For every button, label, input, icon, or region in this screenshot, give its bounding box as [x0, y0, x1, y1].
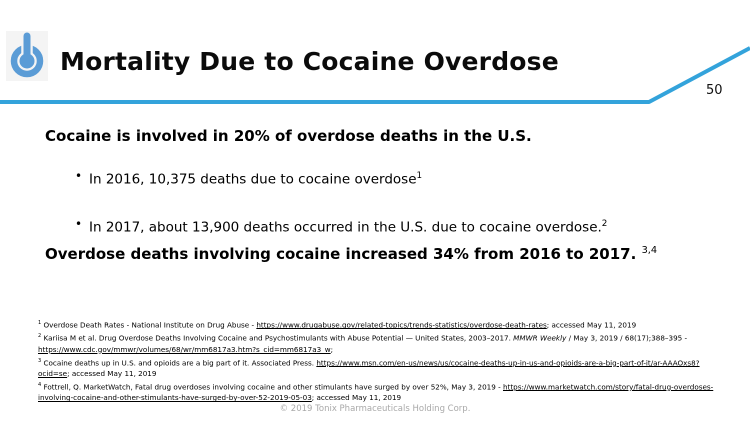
footnote-item: 1 Overdose Death Rates - National Instit…	[38, 318, 720, 331]
footnote-marker: 1	[38, 320, 42, 326]
conclusion-superscript: 3,4	[641, 245, 658, 256]
bullet-dot-icon: •	[75, 169, 83, 183]
footnote-marker: 2	[38, 333, 42, 340]
footnote-link[interactable]: https://www.drugabuse.gov/related-topics…	[256, 320, 547, 330]
bullet-superscript: 1	[416, 171, 423, 181]
conclusion-text: Overdose deaths involving cocaine increa…	[45, 245, 637, 263]
footnote-marker: 4	[38, 381, 42, 388]
footnote-text: ; accessed May 11, 2019	[67, 368, 157, 378]
footnote-text: Cocaine deaths up in U.S. and opioids ar…	[41, 357, 317, 367]
page-number: 50	[706, 83, 723, 98]
footnote-text: ; accessed May 11, 2019	[546, 320, 637, 330]
footnote-item: 3 Cocaine deaths up in U.S. and opioids …	[38, 356, 720, 380]
bullet-superscript: 2	[601, 218, 608, 229]
conclusion-statement: Overdose deaths involving cocaine increa…	[45, 245, 657, 263]
bullet-list: • In 2016, 10,375 deaths due to cocaine o…	[75, 167, 607, 262]
key-statement: Cocaine is involved in 20% of overdose d…	[45, 127, 532, 145]
power-icon	[10, 31, 44, 78]
footnote-text: Kariisa M et al. Drug Overdose Deaths In…	[41, 333, 514, 343]
copyright-footer: © 2019 Tonix Pharmaceuticals Holding Cor…	[279, 404, 471, 414]
footnote-text: Overdose Death Rates - National Institut…	[41, 320, 257, 330]
footnote-link[interactable]: https://www.cdc.gov/mmwr/volumes/68/wr/m…	[38, 344, 331, 354]
footnote-item: 2 Kariisa M et al. Drug Overdose Deaths …	[38, 331, 720, 355]
bullet-text: In 2016, 10,375 deaths due to cocaine ov…	[89, 171, 423, 188]
footnote-link[interactable]: https://www.marketwatch.com/story/fatal-…	[38, 382, 714, 402]
footnote-text: / May 3, 2019 / 68(17);388–395 -	[566, 333, 688, 343]
bullet-item: • In 2017, about 13,900 deaths occurred i…	[75, 215, 607, 237]
footnote-text: MMWR Weekly	[513, 333, 567, 343]
slide-title: Mortality Due to Cocaine Overdose	[60, 47, 559, 76]
bullet-item: • In 2016, 10,375 deaths due to cocaine o…	[75, 167, 607, 189]
footnote-item: 4 Fottrell, Q. MarketWatch, Fatal drug o…	[38, 380, 720, 404]
logo	[6, 31, 48, 81]
bullet-text: In 2017, about 13,900 deaths occurred in…	[89, 218, 608, 236]
footnotes: 1 Overdose Death Rates - National Instit…	[38, 318, 720, 404]
footnote-text: ; accessed May 11, 2019	[311, 393, 402, 402]
accent-line	[0, 46, 750, 104]
footnote-link[interactable]: https://www.msn.com/en-us/news/us/cocain…	[38, 357, 700, 378]
bullet-dot-icon: •	[75, 216, 83, 231]
footnote-text: Fottrell, Q. MarketWatch, Fatal drug ove…	[41, 382, 503, 392]
footnote-text: ;	[330, 344, 334, 354]
footnote-marker: 3	[38, 357, 42, 364]
